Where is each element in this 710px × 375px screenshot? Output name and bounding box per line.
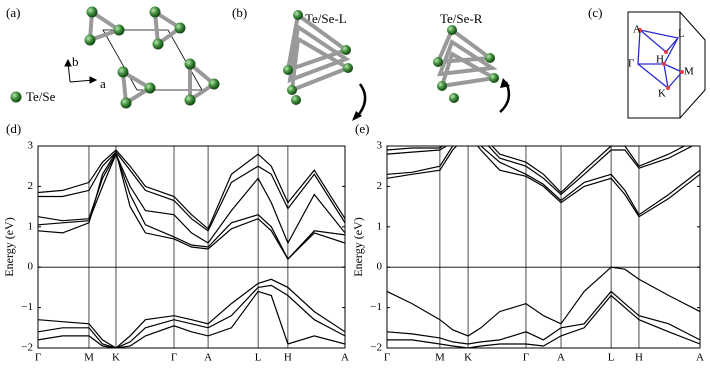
y-tick-label: −2 xyxy=(21,342,33,354)
y-tick-label: −1 xyxy=(21,301,33,313)
x-tick-label: A xyxy=(204,352,212,364)
chirality-label: Te/Se-L xyxy=(305,11,347,26)
panel-b: (b) Te/Se-L Te/Se-R xyxy=(232,5,511,121)
y-tick-label: 3 xyxy=(377,140,383,152)
band-chart: (d) Energy (eV) −2 −1 0 1 2 3 Γ M K Γ A L H A xyxy=(2,121,349,364)
k-points xyxy=(638,28,684,90)
band-line xyxy=(387,294,700,348)
atoms xyxy=(10,6,220,109)
panel-label: (d) xyxy=(6,121,21,136)
band-line xyxy=(387,266,700,337)
y-axis-label: Energy (eV) xyxy=(2,217,16,276)
x-tick-label: L xyxy=(255,352,262,364)
k-label: Γ xyxy=(628,58,634,70)
panel-c: (c) A L Γ H M K xyxy=(588,5,706,119)
band-line xyxy=(38,150,345,261)
arrowhead xyxy=(352,111,362,121)
helix-right xyxy=(434,26,500,89)
plot-frame xyxy=(37,145,346,349)
x-tick-label: Γ xyxy=(523,352,529,364)
axis-b: b xyxy=(72,54,79,69)
band-line xyxy=(38,151,345,232)
chirality-label: Te/Se-R xyxy=(440,11,483,26)
k-label: M xyxy=(684,66,694,78)
y-tick-label: 2 xyxy=(377,180,383,192)
band-line xyxy=(38,152,345,261)
panel-a: (a) Te/Se a b xyxy=(6,5,220,109)
band-line xyxy=(38,278,345,348)
k-label: H xyxy=(656,54,664,66)
panel-label: (a) xyxy=(6,5,20,20)
x-tick-label: A xyxy=(557,352,565,364)
panel-label: (e) xyxy=(355,121,369,136)
panel-label: (c) xyxy=(588,5,602,20)
y-tick-label: 0 xyxy=(377,261,383,273)
x-tick-label: H xyxy=(284,352,292,364)
k-label: K xyxy=(658,88,666,100)
k-label: A xyxy=(633,24,641,36)
legend-label: Te/Se xyxy=(26,89,56,104)
atoms xyxy=(283,10,499,105)
arrowhead xyxy=(500,78,510,88)
axis-a: a xyxy=(100,76,106,91)
lattice-arrows xyxy=(64,58,98,84)
band-line xyxy=(387,146,694,196)
brillouin-zone xyxy=(627,11,706,119)
y-tick-label: 1 xyxy=(28,220,34,232)
panel-label: (b) xyxy=(232,5,247,20)
x-tick-label: Γ xyxy=(384,352,390,364)
helix-left xyxy=(285,11,353,94)
band-line xyxy=(38,149,345,230)
y-tick-label: 0 xyxy=(28,261,34,273)
x-tick-label: M xyxy=(84,352,94,364)
bonds xyxy=(87,8,218,107)
band-line xyxy=(387,290,700,345)
y-tick-label: −1 xyxy=(370,301,382,313)
x-tick-label: H xyxy=(635,352,643,364)
k-label: L xyxy=(678,28,685,40)
band-line xyxy=(387,146,700,216)
band-line xyxy=(38,290,345,348)
x-tick-label: A xyxy=(696,352,704,364)
band-line xyxy=(387,146,700,218)
band-line xyxy=(387,146,686,194)
y-axis-label: Energy (eV) xyxy=(351,217,365,276)
x-tick-label: L xyxy=(608,352,615,364)
x-tick-label: K xyxy=(112,352,120,364)
y-tick-label: 2 xyxy=(28,180,34,192)
x-tick-label: A xyxy=(341,352,349,364)
y-tick-label: 3 xyxy=(28,140,34,152)
band-chart: (e) Energy (eV) −2 −1 0 1 2 3 Γ M K Γ A L H A xyxy=(351,121,704,364)
x-tick-label: K xyxy=(464,352,472,364)
x-tick-label: Γ xyxy=(171,352,177,364)
x-tick-label: Γ xyxy=(35,352,41,364)
x-tick-label: M xyxy=(435,352,445,364)
band-line xyxy=(38,284,345,348)
y-tick-label: 1 xyxy=(377,220,383,232)
y-tick-label: −2 xyxy=(370,342,382,354)
plot-frame xyxy=(386,145,701,349)
band-line xyxy=(38,152,345,245)
